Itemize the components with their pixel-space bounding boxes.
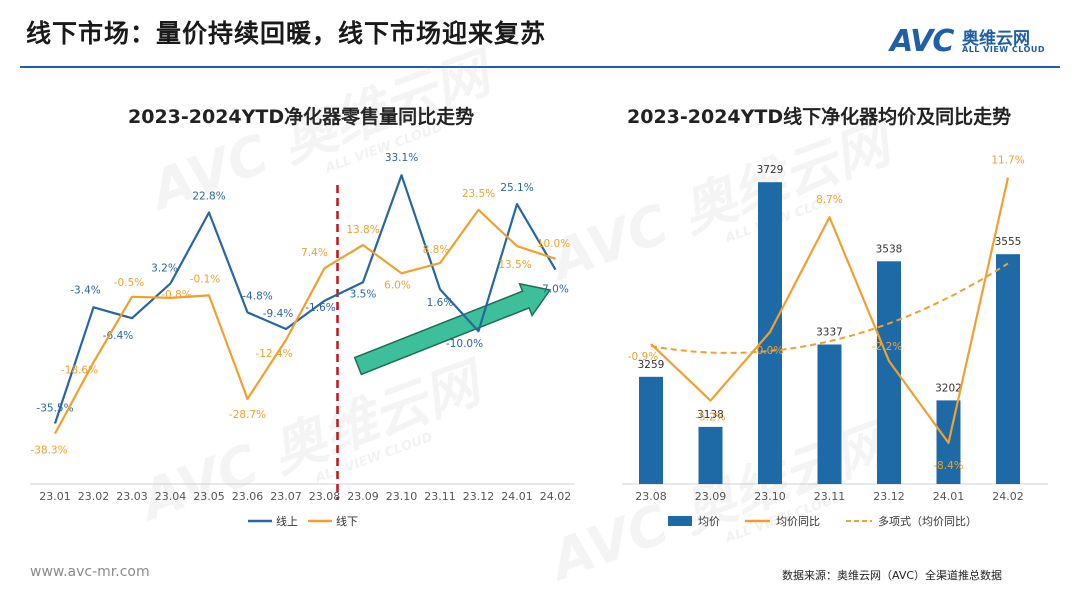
logo-mark: AVC <box>890 24 954 59</box>
yoy-data-label: 0.0% <box>757 345 784 357</box>
data-label-online: 25.1% <box>500 182 533 194</box>
bar-value-label: 3555 <box>995 236 1022 248</box>
data-label-online: -1.6% <box>305 302 335 314</box>
legend-label-offline: 线下 <box>336 514 358 528</box>
right-chart-title: 2023-2024YTD线下净化器均价及同比走势 <box>627 106 1012 128</box>
yoy-data-label: 8.7% <box>816 194 843 206</box>
logo-en-text: ALL VIEW CLOUD <box>962 45 1046 54</box>
x-tick-label: 23.04 <box>155 490 187 503</box>
data-label-online: -9.4% <box>263 308 293 320</box>
yoy-data-label: 11.7% <box>991 155 1024 167</box>
x-tick-label: 23.02 <box>78 490 110 503</box>
bar-value-label: 3138 <box>697 409 724 421</box>
data-label-online: 1.6% <box>427 297 454 309</box>
avc-logo: AVC 奥维云网 ALL VIEW CLOUD <box>890 22 1060 62</box>
legend-label-trend: 多项式（均价同比） <box>878 514 977 528</box>
data-label-online: 3.2% <box>151 262 178 274</box>
x-tick-label: 23.05 <box>193 490 225 503</box>
x-tick-label: 23.12 <box>463 490 495 503</box>
x-tick-label-right: 23.11 <box>814 490 846 503</box>
bar-value-label: 3729 <box>757 164 784 176</box>
price-bar <box>698 426 723 484</box>
x-tick-label: 23.08 <box>309 490 341 503</box>
data-label-offline: -28.7% <box>229 409 266 421</box>
bar-value-label: 3259 <box>638 359 665 371</box>
price-bar <box>996 254 1020 484</box>
yoy-data-label: -2.2% <box>872 341 902 353</box>
data-label-offline: -12.4% <box>255 348 292 360</box>
data-label-online: -4.8% <box>242 290 272 302</box>
data-label-offline: 6.0% <box>384 279 411 291</box>
x-tick-label: 23.11 <box>424 490 456 503</box>
x-tick-label: 23.06 <box>232 490 264 503</box>
trend-arrow <box>353 282 552 376</box>
data-label-offline: 8.8% <box>423 244 450 256</box>
watermark-mark: AVC 奥维云网 <box>129 349 495 533</box>
logo-cn-text: 奥维云网 <box>962 29 1030 49</box>
data-label-online: 3.5% <box>350 288 377 300</box>
data-label-offline: -0.1% <box>190 273 220 285</box>
x-tick-label: 24.02 <box>540 490 572 503</box>
trendline-poly <box>650 262 1009 354</box>
data-label-offline: 13.8% <box>346 224 379 236</box>
x-tick-label-right: 23.10 <box>754 490 786 503</box>
yoy-data-label: -0.9% <box>628 351 658 363</box>
legend-label-online: 线上 <box>276 514 298 528</box>
x-tick-label-right: 24.01 <box>933 490 965 503</box>
page-title: 线下市场：量价持续回暖，线下市场迎来复苏 <box>26 19 547 48</box>
data-label-online: 7.0% <box>542 284 569 296</box>
legend-label-yoy: 均价同比 <box>776 515 820 528</box>
data-source: 数据来源：奥维云网（AVC）全渠道推总数据 <box>782 569 1003 582</box>
data-label-offline: -18.6% <box>61 364 98 376</box>
x-tick-label-right: 24.02 <box>992 490 1024 503</box>
bar-value-label: 3538 <box>876 243 903 255</box>
bar-value-label: 3337 <box>816 327 843 339</box>
x-tick-label: 23.07 <box>270 490 302 503</box>
x-tick-label-right: 23.08 <box>635 490 667 503</box>
data-label-online: 22.8% <box>192 191 225 203</box>
data-label-offline: 13.5% <box>498 259 531 271</box>
data-label-offline: -0.8% <box>161 289 191 301</box>
series-line-online <box>53 174 557 424</box>
data-label-offline: 10.0% <box>537 238 570 250</box>
legend-swatch-bar <box>668 516 692 526</box>
legend-label-bar: 均价 <box>698 515 720 528</box>
data-label-offline: -38.3% <box>30 445 67 457</box>
data-label-offline: -0.5% <box>114 277 144 289</box>
title-divider <box>20 66 1060 68</box>
x-tick-label: 24.01 <box>501 490 533 503</box>
series-line-offline <box>54 208 556 435</box>
yoy-data-label: -8.4% <box>933 460 963 472</box>
yoy-data-label: -5.2% <box>695 412 725 424</box>
price-bar <box>817 344 842 484</box>
data-label-online: -3.4% <box>70 284 100 296</box>
x-tick-label: 23.03 <box>116 490 148 503</box>
x-tick-label: 23.10 <box>386 490 418 503</box>
data-label-online: -35.5% <box>36 403 73 415</box>
x-tick-label-right: 23.09 <box>695 490 727 503</box>
data-label-online: 33.1% <box>385 152 418 164</box>
price-bar <box>639 376 663 484</box>
footer-url[interactable]: www.avc-mr.com <box>30 564 150 580</box>
data-label-offline: 7.4% <box>301 247 328 259</box>
x-tick-label-right: 23.12 <box>873 490 905 503</box>
data-label-offline: 23.5% <box>462 188 495 200</box>
x-tick-label: 23.09 <box>347 490 379 503</box>
series-line-yoy <box>650 177 1010 444</box>
data-label-online: -10.0% <box>446 338 483 350</box>
bar-value-label: 3202 <box>935 382 962 394</box>
left-chart-title: 2023-2024YTD净化器零售量同比走势 <box>128 106 475 128</box>
x-tick-label: 23.01 <box>39 490 71 503</box>
